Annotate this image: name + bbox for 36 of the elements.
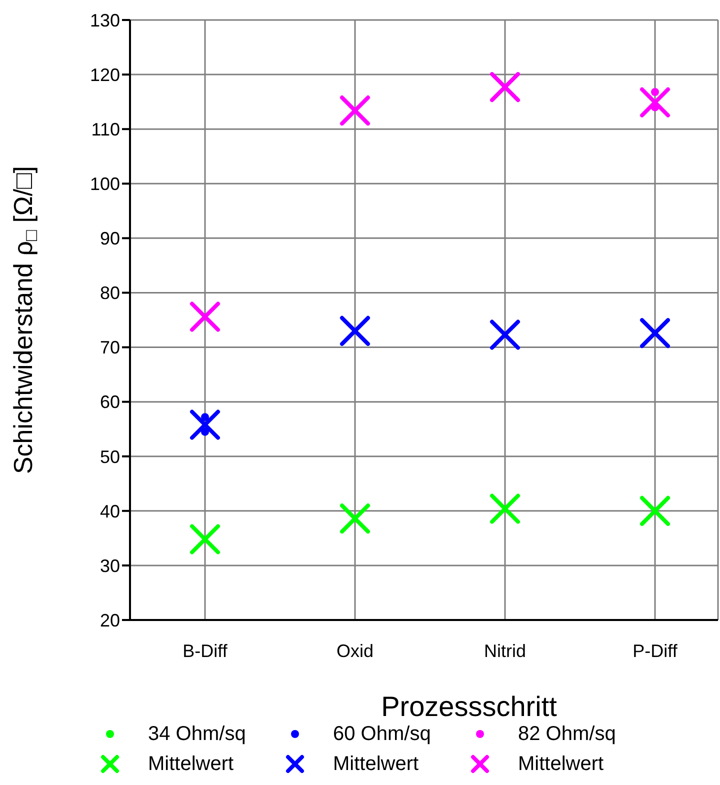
- y-tick-label: 20: [100, 610, 120, 630]
- y-tick-label: 100: [90, 174, 120, 194]
- legend-label: Mittelwert: [518, 752, 604, 776]
- point: [640, 496, 670, 526]
- point: [190, 302, 220, 332]
- y-tick-label: 110: [91, 119, 120, 140]
- y-tick-label: 70: [100, 338, 120, 358]
- point: [490, 320, 520, 350]
- x-tick-label: Nitrid: [484, 640, 526, 661]
- x-axis-title: Prozessschritt: [381, 691, 558, 722]
- y-tick-label: 30: [100, 556, 120, 576]
- y-tick-label: 40: [100, 501, 120, 522]
- x-tick-label: Oxid: [336, 640, 374, 661]
- legend-label: 82 Ohm/sq: [518, 722, 616, 746]
- y-tick-label: 80: [100, 283, 120, 304]
- y-tick-label: 90: [100, 228, 120, 249]
- point: [201, 413, 209, 422]
- x-tick-label: P-Diff: [632, 640, 678, 661]
- point: [640, 87, 670, 118]
- point: [490, 72, 520, 102]
- y-tick-label: 50: [100, 446, 120, 467]
- y-tick-label: 120: [90, 64, 120, 85]
- point: [340, 316, 370, 346]
- y-tick-label: 60: [100, 392, 120, 412]
- point: [190, 410, 220, 440]
- point: [640, 318, 670, 348]
- y-tick-label: 130: [90, 10, 120, 30]
- legend-label: 60 Ohm/sq: [333, 722, 431, 746]
- point: [340, 504, 370, 534]
- legend-label: Mittelwert: [148, 752, 234, 776]
- legend-label: 34 Ohm/sq: [148, 722, 246, 746]
- point: [340, 96, 370, 126]
- legend-label: Mittelwert: [333, 752, 419, 776]
- x-tick-label: B-Diff: [182, 640, 228, 661]
- point: [490, 494, 520, 524]
- point: [190, 524, 220, 554]
